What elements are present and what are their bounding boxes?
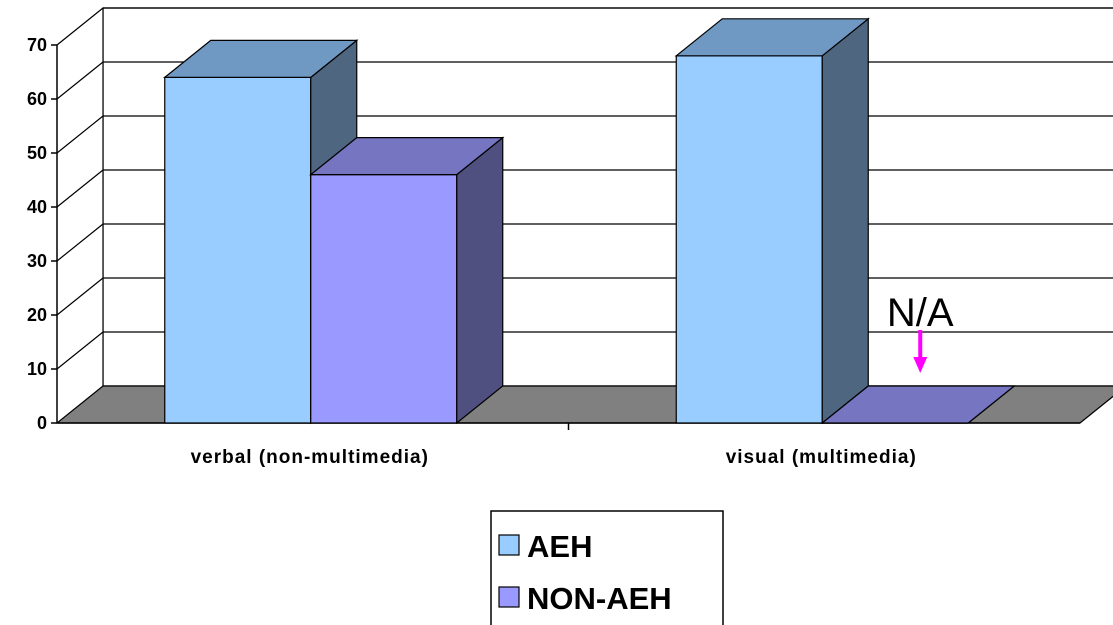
category-label: visual (multimedia)	[726, 447, 917, 468]
y-tick-label: 0	[37, 413, 47, 433]
legend-swatch	[498, 534, 520, 556]
bar-top	[309, 137, 505, 176]
y-tick-label: 60	[27, 89, 47, 109]
y-tick-label: 70	[27, 35, 47, 55]
y-tick-label: 20	[27, 305, 47, 325]
bar-top	[163, 39, 359, 79]
annotations: N/A	[887, 291, 954, 373]
bars	[163, 17, 1016, 425]
na-annotation: N/A	[887, 291, 954, 335]
bar-top	[820, 385, 1016, 424]
side-wall	[57, 8, 103, 423]
bar-front	[164, 76, 312, 424]
legend-label: AEH	[527, 529, 592, 564]
legend-box	[490, 510, 724, 625]
category-labels: verbal (non-multimedia) visual (multimedi…	[191, 447, 917, 468]
legend-label: NON-AEH	[527, 581, 672, 616]
bar-side	[821, 17, 869, 425]
bar-front	[675, 55, 823, 424]
bar-front	[310, 174, 458, 424]
legend: AEH NON-AEH	[490, 510, 724, 625]
y-tick-label: 10	[27, 359, 47, 379]
y-tick-label: 50	[27, 143, 47, 163]
legend-swatch	[498, 586, 520, 608]
y-tick-labels: 0 10 20 30 40 50 60 70	[27, 35, 47, 433]
y-tick-label: 30	[27, 251, 47, 271]
na-arrow-head	[913, 357, 928, 373]
bar-top	[674, 18, 870, 57]
category-label: verbal (non-multimedia)	[191, 447, 429, 468]
bar-side	[456, 136, 504, 425]
y-tick-label: 40	[27, 197, 47, 217]
